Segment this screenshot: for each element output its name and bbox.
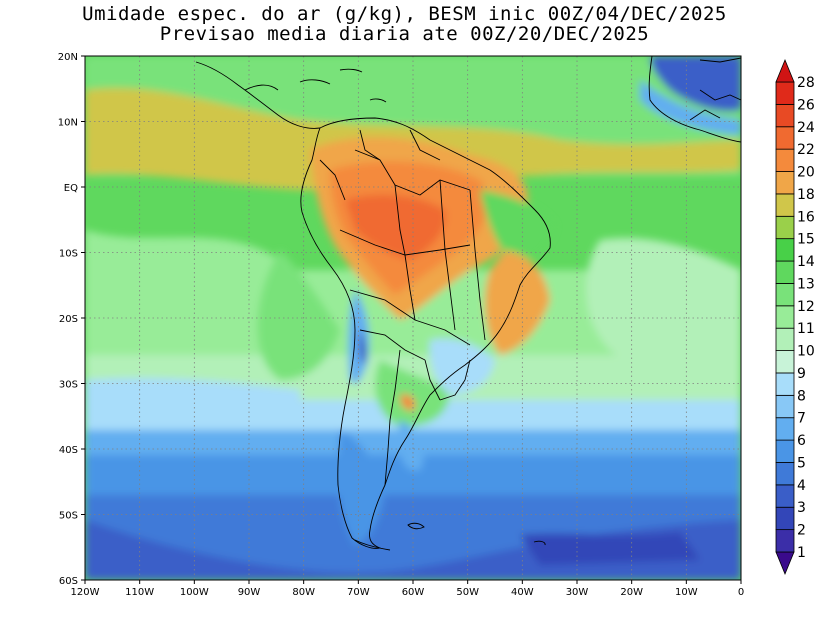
colorbar-swatch xyxy=(775,506,795,531)
colorbar-label: 28 xyxy=(797,75,815,91)
lon-tick-label: 70W xyxy=(347,587,370,598)
colorbar-swatch xyxy=(775,350,795,374)
colorbar-label: 18 xyxy=(797,187,815,203)
colorbar-label: 3 xyxy=(797,500,806,516)
colorbar-swatch xyxy=(775,372,795,396)
colorbar-label: 14 xyxy=(797,254,815,270)
lon-tick-label: 90W xyxy=(238,587,261,598)
lon-tick-label: 30W xyxy=(566,587,589,598)
lon-tick-label: 60W xyxy=(402,587,425,598)
colorbar-swatch xyxy=(775,148,795,172)
colorbar-label: 13 xyxy=(797,276,815,292)
colorbar-label: 8 xyxy=(797,388,806,404)
colorbar-label: 24 xyxy=(797,120,815,136)
colorbar-label: 26 xyxy=(797,97,815,113)
colorbar-label: 6 xyxy=(797,433,806,449)
chart-title-line2: Previsao media diaria ate 00Z/20/DEC/202… xyxy=(159,23,650,45)
lat-tick-label: 60S xyxy=(59,576,78,587)
colorbar-swatch xyxy=(775,81,795,105)
lat-tick-label: 20N xyxy=(58,52,78,63)
colorbar-label: 20 xyxy=(797,165,815,181)
colorbar-under-arrow xyxy=(775,551,795,576)
colorbar-label: 7 xyxy=(797,411,806,427)
lon-tick-label: 80W xyxy=(292,587,315,598)
lon-tick-label: 20W xyxy=(620,587,643,598)
colorbar-swatch xyxy=(775,260,795,284)
lon-tick-label: 120W xyxy=(71,587,100,598)
colorbar-label: 16 xyxy=(797,209,815,225)
colorbar-label: 4 xyxy=(797,478,806,494)
lat-tick-label: 40S xyxy=(59,445,78,456)
colorbar-swatch xyxy=(775,171,795,195)
lon-tick-label: 110W xyxy=(125,587,154,598)
chart-title-line1: Umidade espec. do ar (g/kg), BESM inic 0… xyxy=(82,3,727,25)
colorbar-over-arrow xyxy=(775,58,795,83)
colorbar-swatch xyxy=(775,103,795,128)
lon-tick-label: 10W xyxy=(675,587,698,598)
colorbar-label: 22 xyxy=(797,142,815,158)
lat-tick-label: 10S xyxy=(59,249,78,260)
lon-tick-label: 50W xyxy=(456,587,479,598)
colorbar-label: 12 xyxy=(797,299,815,315)
colorbar-swatch xyxy=(775,305,795,329)
colorbar-swatch xyxy=(775,215,795,240)
colorbar-swatch xyxy=(775,529,795,553)
colorbar-label: 9 xyxy=(797,366,806,382)
colorbar-swatch xyxy=(775,327,795,351)
colorbar-label: 10 xyxy=(797,344,815,360)
lon-tick-label: 100W xyxy=(180,587,209,598)
graticule xyxy=(85,56,741,580)
colorbar-swatch xyxy=(775,484,795,508)
colorbar-swatch xyxy=(775,417,795,441)
colorbar-label: 1 xyxy=(797,545,806,561)
lat-tick-label: 20S xyxy=(59,314,78,325)
colorbar-swatch xyxy=(775,439,795,463)
colorbar-label: 2 xyxy=(797,523,806,539)
colorbar-swatch xyxy=(775,394,795,419)
colorbar-swatch xyxy=(775,126,795,150)
colorbar-swatch xyxy=(775,283,795,307)
lat-tick-label: EQ xyxy=(64,183,78,194)
coastlines xyxy=(195,55,742,551)
colorbar-swatch xyxy=(775,193,795,217)
colorbar-swatch xyxy=(775,462,795,486)
lon-tick-label: 40W xyxy=(511,587,534,598)
lat-tick-label: 10N xyxy=(58,118,78,129)
colorbar-label: 11 xyxy=(797,321,815,337)
lat-tick-label: 50S xyxy=(59,511,78,522)
colorbar-label: 15 xyxy=(797,232,815,248)
lon-tick-label: 0 xyxy=(738,587,744,598)
colorbar-label: 5 xyxy=(797,455,806,471)
colorbar-swatch xyxy=(775,238,795,262)
lat-tick-label: 30S xyxy=(59,380,78,391)
